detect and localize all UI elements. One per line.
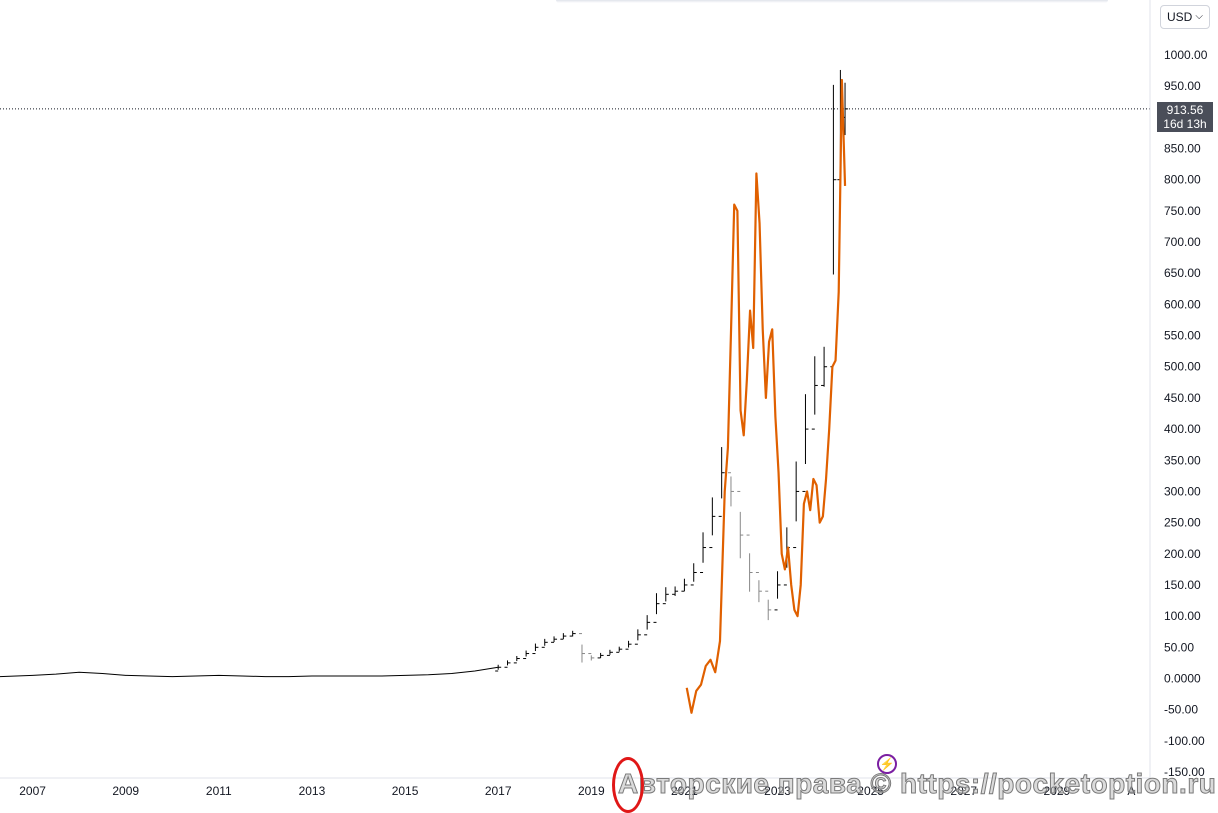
price-bar [532, 643, 539, 655]
x-tick-label: 2013 [299, 784, 326, 798]
price-bar [513, 655, 520, 664]
price-bar [737, 490, 744, 559]
x-tick-label: 2015 [392, 784, 419, 798]
y-tick-label: 50.00 [1164, 640, 1194, 654]
price-bar [690, 563, 697, 586]
x-tick-label: 2011 [206, 784, 232, 798]
flash-icon[interactable]: ⚡ [877, 754, 897, 774]
price-bar [793, 461, 800, 549]
last-price-tag: 913.56 16d 13h [1157, 102, 1213, 132]
price-bar [802, 394, 809, 492]
price-bar [672, 586, 679, 596]
y-tick-label: 700.00 [1164, 235, 1201, 249]
y-tick-label: -100.00 [1164, 734, 1205, 748]
time-axis[interactable]: 2007 2009 2011 2013 2015 2017 2019 2021 2023 2025… [0, 777, 1150, 798]
chevron-down-icon: ⌵ [1195, 11, 1203, 22]
y-tick-label: 600.00 [1164, 297, 1201, 311]
price-bar [578, 633, 585, 663]
x-tick-label: 2009 [112, 784, 139, 798]
price-bar [709, 497, 716, 549]
y-tick-label: 950.00 [1164, 79, 1201, 93]
price-bar [662, 587, 669, 605]
price-bar [718, 447, 725, 517]
y-tick-label: 350.00 [1164, 453, 1201, 467]
price-bar [644, 615, 651, 636]
x-tick-label: 2027 [950, 784, 977, 798]
x-tick-label: 2007 [19, 784, 46, 798]
price-bar [774, 571, 781, 611]
y-tick-label: 450.00 [1164, 391, 1201, 405]
price-bar [755, 571, 762, 603]
price-bar [606, 649, 613, 656]
y-tick-label: 400.00 [1164, 422, 1201, 436]
line-series [685, 78, 847, 714]
currency-label: USD [1167, 10, 1193, 24]
price-bar [821, 346, 828, 387]
y-tick-label: 200.00 [1164, 547, 1201, 561]
price-bar [634, 629, 641, 645]
price-bar [625, 640, 632, 650]
price-bar [597, 652, 604, 659]
price-bar [616, 646, 623, 653]
price-bar [560, 633, 567, 640]
highlight-circle [612, 757, 644, 813]
x-tick-label: 2025 [857, 784, 884, 798]
price-bar [588, 653, 595, 661]
currency-selector[interactable]: USD ⌵ [1160, 5, 1210, 29]
y-tick-label: 550.00 [1164, 329, 1201, 343]
price-bar [830, 84, 837, 368]
y-tick-label: 100.00 [1164, 609, 1201, 623]
x-tick-label: 2017 [485, 784, 512, 798]
y-tick-label: 850.00 [1164, 142, 1201, 156]
price-bar [504, 660, 511, 668]
price-bar [495, 664, 502, 672]
y-tick-label: 250.00 [1164, 516, 1201, 530]
x-tick-label: 2023 [764, 784, 791, 798]
y-tick-label: 300.00 [1164, 484, 1201, 498]
price-bar [541, 638, 548, 648]
price-bar [569, 630, 576, 637]
orange-line [685, 78, 847, 714]
y-tick-label: 800.00 [1164, 173, 1201, 187]
bar-baseline [0, 666, 499, 678]
y-tick-label: 500.00 [1164, 360, 1201, 374]
y-tick-label: -50.00 [1164, 703, 1198, 717]
price-bar [727, 472, 734, 507]
price-bar [551, 636, 558, 643]
y-tick-label: 650.00 [1164, 266, 1201, 280]
y-tick-label: 750.00 [1164, 204, 1201, 218]
price-bar [523, 650, 530, 660]
y-tick-label: -150.00 [1164, 765, 1205, 779]
copyright-watermark: Авторские права © https://pocketoption.r… [618, 768, 1217, 800]
price-bar [811, 356, 818, 430]
y-tick-label: 0.0000 [1164, 671, 1201, 685]
top-toolbar-edge [556, 0, 1108, 3]
price-bar [746, 534, 753, 592]
x-tick-label: A [1127, 784, 1135, 798]
y-tick-label: 1000.00 [1164, 48, 1208, 62]
price-bar [700, 532, 707, 573]
x-tick-label: 2019 [578, 784, 605, 798]
x-tick-label: 2021 [671, 784, 698, 798]
last-price: 913.56 [1166, 103, 1204, 117]
price-bar [653, 593, 660, 623]
x-tick-label: 2029 [1044, 784, 1071, 798]
price-bar [765, 590, 772, 621]
price-bar [681, 578, 688, 592]
bar-countdown: 16d 13h [1163, 117, 1207, 131]
y-tick-label: 150.00 [1164, 578, 1201, 592]
